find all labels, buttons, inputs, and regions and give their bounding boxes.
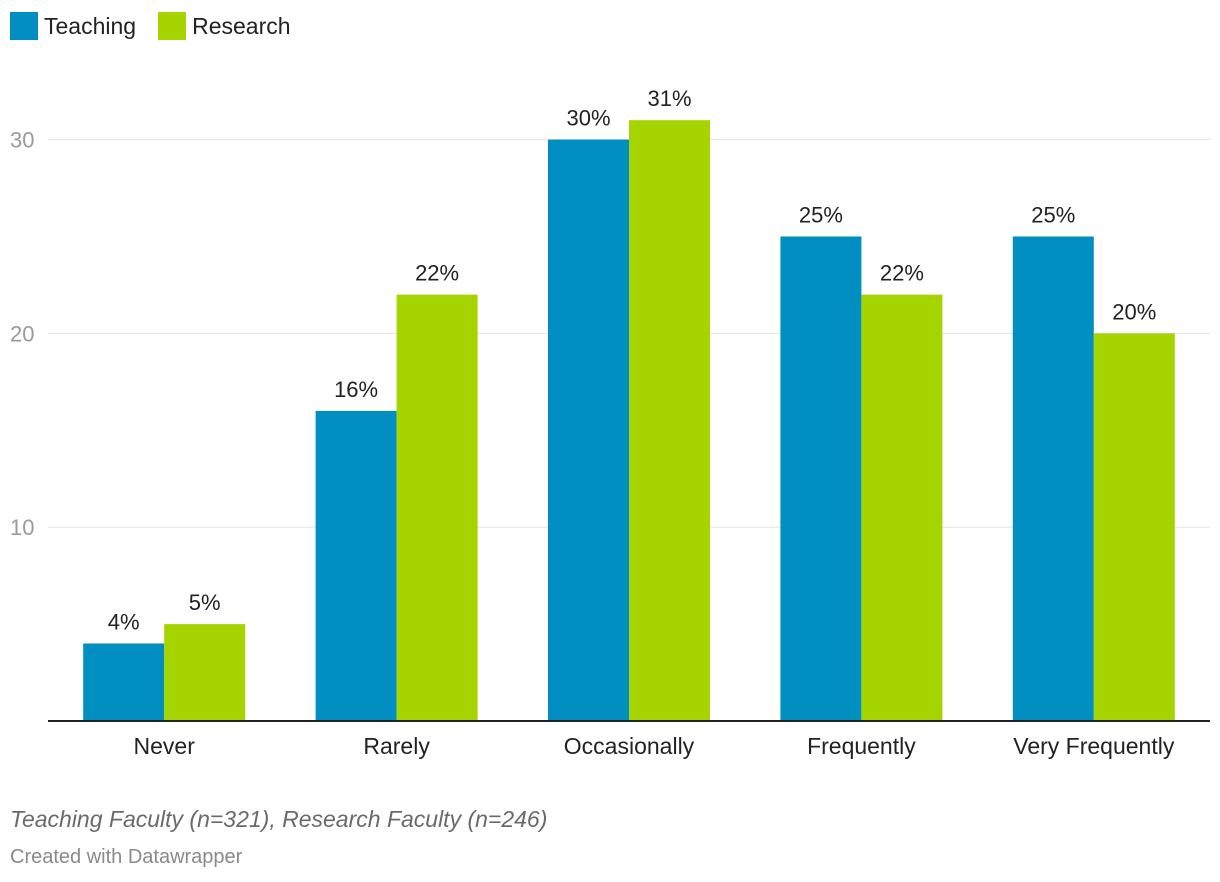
data-label-research-occasionally: 31% [647, 86, 691, 111]
chart-credit: Created with Datawrapper [10, 846, 243, 868]
x-tick-label-frequently: Frequently [807, 733, 916, 759]
bar-research-never [164, 624, 246, 721]
data-label-teaching-occasionally: 30% [566, 106, 610, 131]
bar-teaching-frequently [780, 236, 862, 721]
legend-label-teaching: Teaching [44, 12, 137, 39]
legend-item-research[interactable]: Research [158, 12, 291, 40]
legend-swatch-research [158, 12, 187, 40]
bar-chart: 10 20 30 4% 5% Never 16% 22% Rarely 30% 31% Occasio… [10, 86, 1210, 759]
bar-research-very-frequently [1093, 333, 1175, 721]
bar-teaching-never [83, 643, 165, 721]
bar-research-rarely [396, 294, 478, 721]
data-label-research-rarely: 22% [415, 261, 459, 286]
data-label-teaching-never: 4% [108, 609, 140, 634]
data-label-teaching-rarely: 16% [334, 377, 378, 402]
legend: Teaching Research [10, 12, 313, 40]
legend-label-research: Research [192, 12, 291, 39]
x-tick-label-very-frequently: Very Frequently [1013, 733, 1175, 759]
bar-research-occasionally [629, 120, 710, 721]
bar-teaching-occasionally [548, 139, 629, 721]
legend-swatch-teaching [10, 12, 38, 40]
data-label-teaching-very-frequently: 25% [1031, 202, 1075, 227]
bar-teaching-rarely [315, 410, 397, 721]
data-label-research-never: 5% [189, 590, 221, 615]
bar-research-frequently [861, 294, 943, 721]
chart-note: Teaching Faculty (n=321), Research Facul… [10, 806, 548, 832]
data-label-research-very-frequently: 20% [1112, 299, 1156, 324]
legend-item-teaching[interactable]: Teaching [10, 12, 136, 40]
y-tick-label-10: 10 [10, 515, 34, 540]
x-tick-label-occasionally: Occasionally [564, 733, 695, 759]
data-label-research-frequently: 22% [880, 261, 924, 286]
y-tick-label-30: 30 [10, 128, 34, 153]
x-tick-label-rarely: Rarely [363, 733, 430, 759]
x-tick-label-never: Never [134, 733, 196, 759]
bar-teaching-very-frequently [1012, 236, 1094, 721]
y-tick-label-20: 20 [10, 321, 34, 346]
data-label-teaching-frequently: 25% [799, 202, 843, 227]
